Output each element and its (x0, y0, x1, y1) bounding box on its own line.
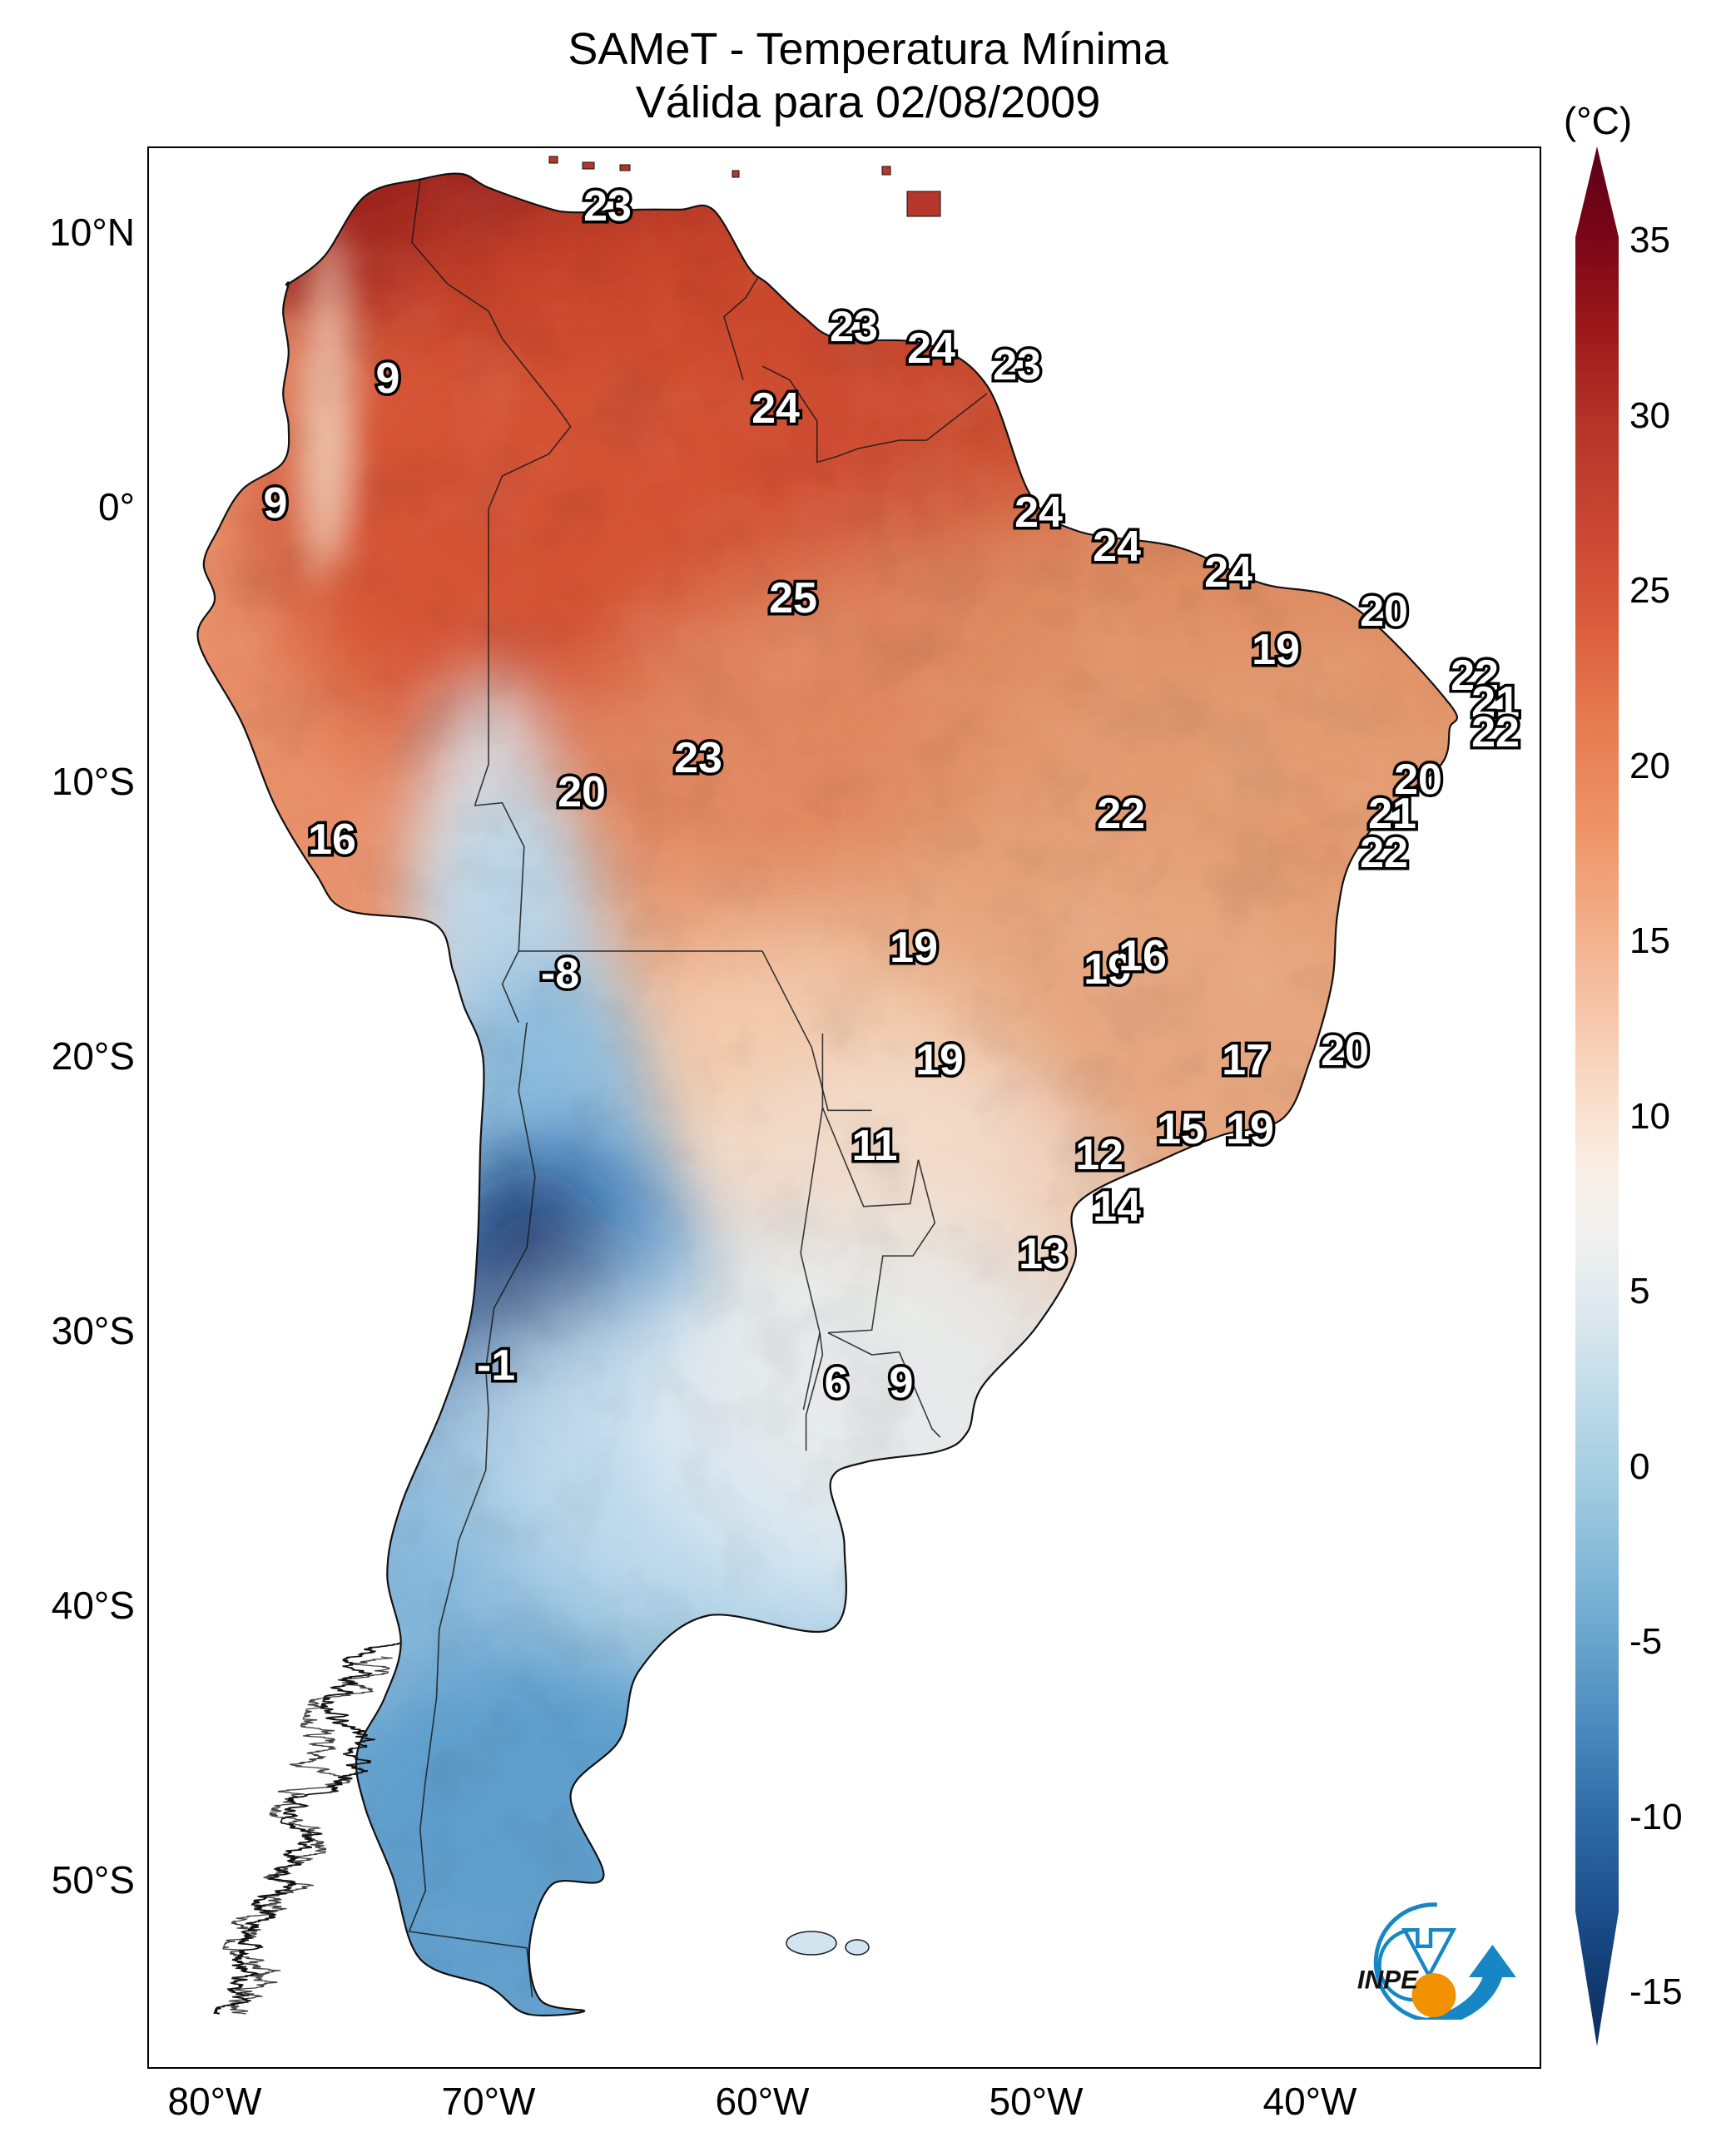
svg-text:INPE: INPE (1357, 1966, 1419, 1995)
